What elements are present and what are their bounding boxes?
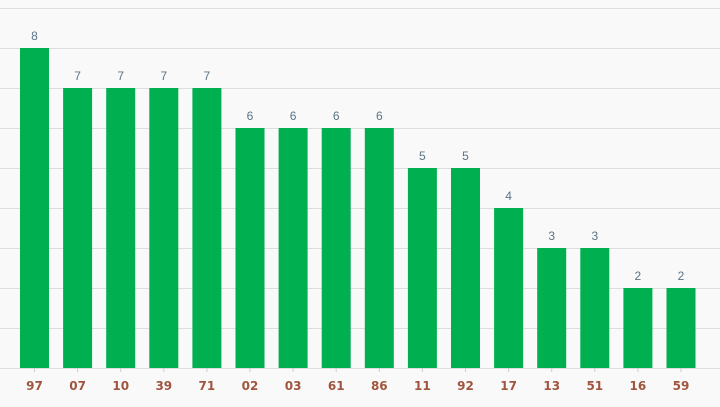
category-label-61: 61	[328, 379, 345, 393]
bar-92	[451, 168, 480, 368]
bar-51	[580, 248, 610, 368]
value-label-39: 7	[160, 69, 167, 83]
value-label-11: 5	[419, 149, 426, 163]
bar-07	[63, 88, 93, 368]
value-label-16: 2	[635, 269, 642, 283]
category-label-03: 03	[285, 379, 302, 393]
bar-11	[407, 168, 437, 368]
bar-97	[20, 48, 49, 368]
bar-10	[106, 88, 136, 368]
value-label-03: 6	[290, 109, 297, 123]
bar-02	[235, 128, 265, 368]
category-labels: 97 07 10 39 71 02 03 61 86 11 92 17 13 51 16 59	[26, 368, 689, 393]
bar-59	[666, 288, 696, 368]
value-label-59: 2	[678, 269, 685, 283]
value-label-51: 3	[591, 229, 598, 243]
value-label-92: 5	[462, 149, 469, 163]
value-label-02: 6	[247, 109, 254, 123]
value-label-71: 7	[204, 69, 211, 83]
bar-03	[278, 128, 308, 368]
bar-17	[494, 208, 524, 368]
value-label-86: 6	[376, 109, 383, 123]
value-label-97: 8	[31, 29, 38, 43]
value-label-13: 3	[548, 229, 555, 243]
category-label-71: 71	[199, 379, 216, 393]
bar-71	[192, 88, 222, 368]
value-label-10: 7	[117, 69, 124, 83]
category-label-59: 59	[673, 379, 690, 393]
category-label-97: 97	[26, 379, 43, 393]
category-label-39: 39	[155, 379, 172, 393]
category-label-07: 07	[69, 379, 86, 393]
bar-16	[623, 288, 653, 368]
category-label-17: 17	[500, 379, 517, 393]
bar-13	[537, 248, 567, 368]
category-label-92: 92	[457, 379, 474, 393]
bars	[20, 48, 696, 368]
category-label-02: 02	[242, 379, 259, 393]
value-label-17: 4	[505, 189, 512, 203]
bar-39	[149, 88, 179, 368]
bar-86	[364, 128, 394, 368]
value-label-61: 6	[333, 109, 340, 123]
category-label-16: 16	[630, 379, 647, 393]
bar-61	[321, 128, 351, 368]
category-label-11: 11	[414, 379, 431, 393]
value-label-07: 7	[74, 69, 81, 83]
category-label-10: 10	[112, 379, 129, 393]
value-labels: 8 7 7 7 7 6 6 6 6 5 5 4 3 3 2 2	[31, 29, 685, 283]
category-label-13: 13	[543, 379, 560, 393]
category-label-86: 86	[371, 379, 388, 393]
category-label-51: 51	[586, 379, 603, 393]
